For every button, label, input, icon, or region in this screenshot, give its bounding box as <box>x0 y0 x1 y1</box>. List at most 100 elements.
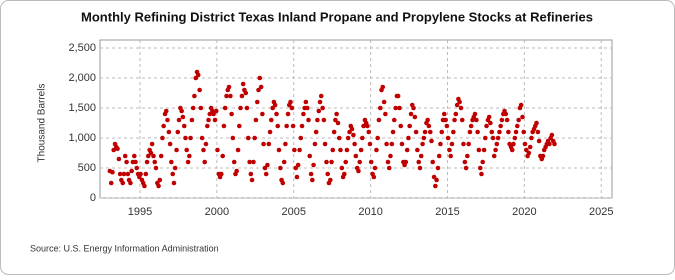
point <box>221 123 227 129</box>
point <box>375 135 380 141</box>
point <box>157 177 163 183</box>
point <box>444 123 450 129</box>
point <box>295 162 301 168</box>
point <box>254 99 260 105</box>
point <box>284 123 289 129</box>
chart-title: Monthly Refining District Texas Inland P… <box>81 9 593 24</box>
point <box>521 129 527 135</box>
point <box>493 147 498 153</box>
point <box>342 171 347 177</box>
point <box>351 132 356 138</box>
point <box>239 93 245 99</box>
point <box>226 84 232 90</box>
point <box>535 129 541 135</box>
point <box>452 117 457 123</box>
point <box>215 147 220 153</box>
point <box>202 159 208 165</box>
point <box>434 177 439 183</box>
point <box>504 117 510 123</box>
point <box>133 159 138 165</box>
point <box>207 111 213 117</box>
point <box>124 159 129 165</box>
point <box>361 123 366 129</box>
point <box>261 141 266 147</box>
point <box>411 105 416 111</box>
y-axis-label: Thousand Barrels <box>37 84 48 163</box>
point <box>439 129 445 135</box>
y-tick-label: 1,000 <box>68 132 96 144</box>
point <box>230 135 236 141</box>
point <box>435 165 441 171</box>
y-tick-label: 500 <box>78 162 96 174</box>
point <box>205 123 210 129</box>
point <box>522 141 528 147</box>
point <box>249 177 255 183</box>
point <box>111 147 116 153</box>
point <box>506 129 511 135</box>
point <box>365 123 370 129</box>
point <box>235 147 241 153</box>
point <box>483 135 488 141</box>
point <box>457 99 462 105</box>
point <box>237 123 242 129</box>
point <box>484 123 489 129</box>
point <box>468 123 474 129</box>
point <box>462 159 468 165</box>
point <box>120 180 126 186</box>
point <box>190 105 196 111</box>
point <box>459 117 465 123</box>
point <box>206 117 211 123</box>
point <box>356 168 361 174</box>
point <box>422 129 428 135</box>
point <box>248 171 254 177</box>
point <box>333 117 338 123</box>
point <box>549 132 555 138</box>
point <box>433 183 438 189</box>
point <box>281 159 287 165</box>
point <box>256 87 261 93</box>
point <box>497 129 502 135</box>
point <box>222 105 228 111</box>
point <box>290 123 296 129</box>
point <box>180 114 186 120</box>
point <box>310 177 315 183</box>
point <box>344 147 350 153</box>
point <box>297 147 302 153</box>
point <box>407 123 412 129</box>
point <box>169 159 174 165</box>
point <box>360 135 365 141</box>
point <box>268 117 274 123</box>
point <box>345 135 351 141</box>
point <box>338 147 343 153</box>
point <box>552 141 557 147</box>
point <box>397 105 402 111</box>
point <box>343 159 348 165</box>
point <box>498 123 503 129</box>
point <box>540 153 546 159</box>
point <box>353 153 359 159</box>
point <box>467 129 473 135</box>
point <box>477 165 483 171</box>
y-tick-label: 1,500 <box>68 102 96 114</box>
point <box>534 120 539 126</box>
point <box>299 123 305 129</box>
point <box>328 177 333 183</box>
point <box>198 105 204 111</box>
point <box>318 93 324 99</box>
point <box>324 159 329 165</box>
point <box>406 135 411 141</box>
point <box>294 174 300 180</box>
x-tick-label: 1995 <box>128 206 152 218</box>
point <box>280 180 286 186</box>
point <box>174 147 179 153</box>
point <box>244 105 250 111</box>
point <box>128 180 133 186</box>
point <box>426 123 432 129</box>
point <box>404 147 410 153</box>
point <box>429 138 434 144</box>
point <box>474 117 479 123</box>
point <box>479 171 484 177</box>
point <box>421 135 427 141</box>
point <box>149 141 155 147</box>
point <box>513 129 519 135</box>
